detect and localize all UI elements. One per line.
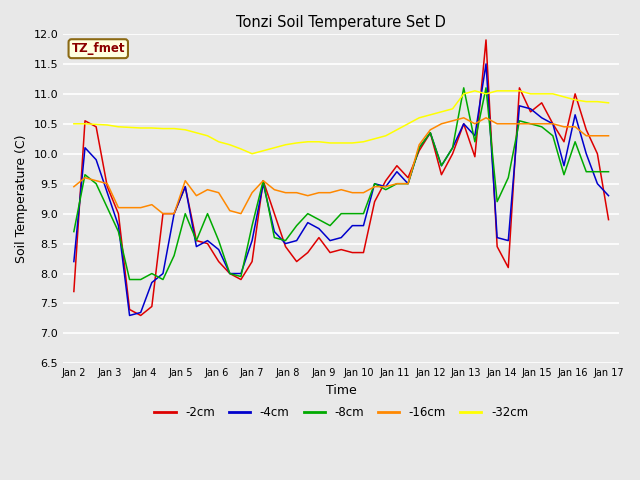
Legend: -2cm, -4cm, -8cm, -16cm, -32cm: -2cm, -4cm, -8cm, -16cm, -32cm <box>150 401 532 423</box>
X-axis label: Time: Time <box>326 384 356 397</box>
Text: TZ_fmet: TZ_fmet <box>72 42 125 55</box>
Title: Tonzi Soil Temperature Set D: Tonzi Soil Temperature Set D <box>236 15 446 30</box>
Y-axis label: Soil Temperature (C): Soil Temperature (C) <box>15 134 28 263</box>
